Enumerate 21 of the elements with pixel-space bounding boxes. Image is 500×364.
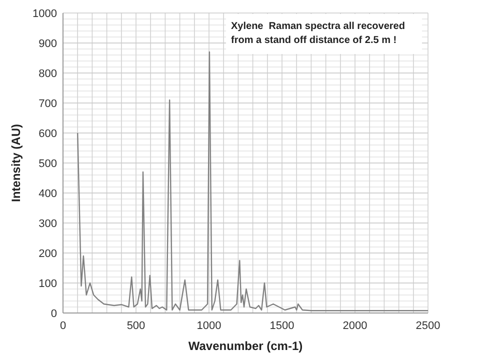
- y-tick-label: 300: [38, 218, 57, 230]
- y-axis-title: Intensity (AU): [9, 124, 23, 202]
- y-tick-label: 0: [50, 308, 57, 320]
- y-tick-label: 500: [38, 158, 57, 170]
- y-tick-label: 1000: [32, 8, 57, 20]
- y-tick-label: 900: [38, 38, 57, 50]
- y-tick-label: 800: [38, 68, 57, 80]
- y-tick-label: 200: [38, 248, 57, 260]
- y-tick-label: 400: [38, 188, 57, 200]
- y-tick-label: 700: [38, 98, 57, 110]
- x-tick-label: 2500: [416, 320, 440, 332]
- x-tick-label: 500: [126, 320, 146, 332]
- annotation: Xylene Raman spectra all recovered from a stand off distance of 2.5 m !: [231, 21, 405, 46]
- x-tick-label: 1500: [270, 320, 294, 332]
- x-axis-title: Wavenumber (cm-1): [188, 339, 303, 353]
- x-tick-label: 1000: [196, 320, 222, 332]
- x-tick-label: 0: [60, 320, 66, 332]
- line-series: [77, 51, 429, 312]
- y-tick-label: 100: [38, 278, 57, 290]
- y-tick-label: 600: [38, 128, 57, 140]
- x-tick-label: 2000: [342, 320, 368, 332]
